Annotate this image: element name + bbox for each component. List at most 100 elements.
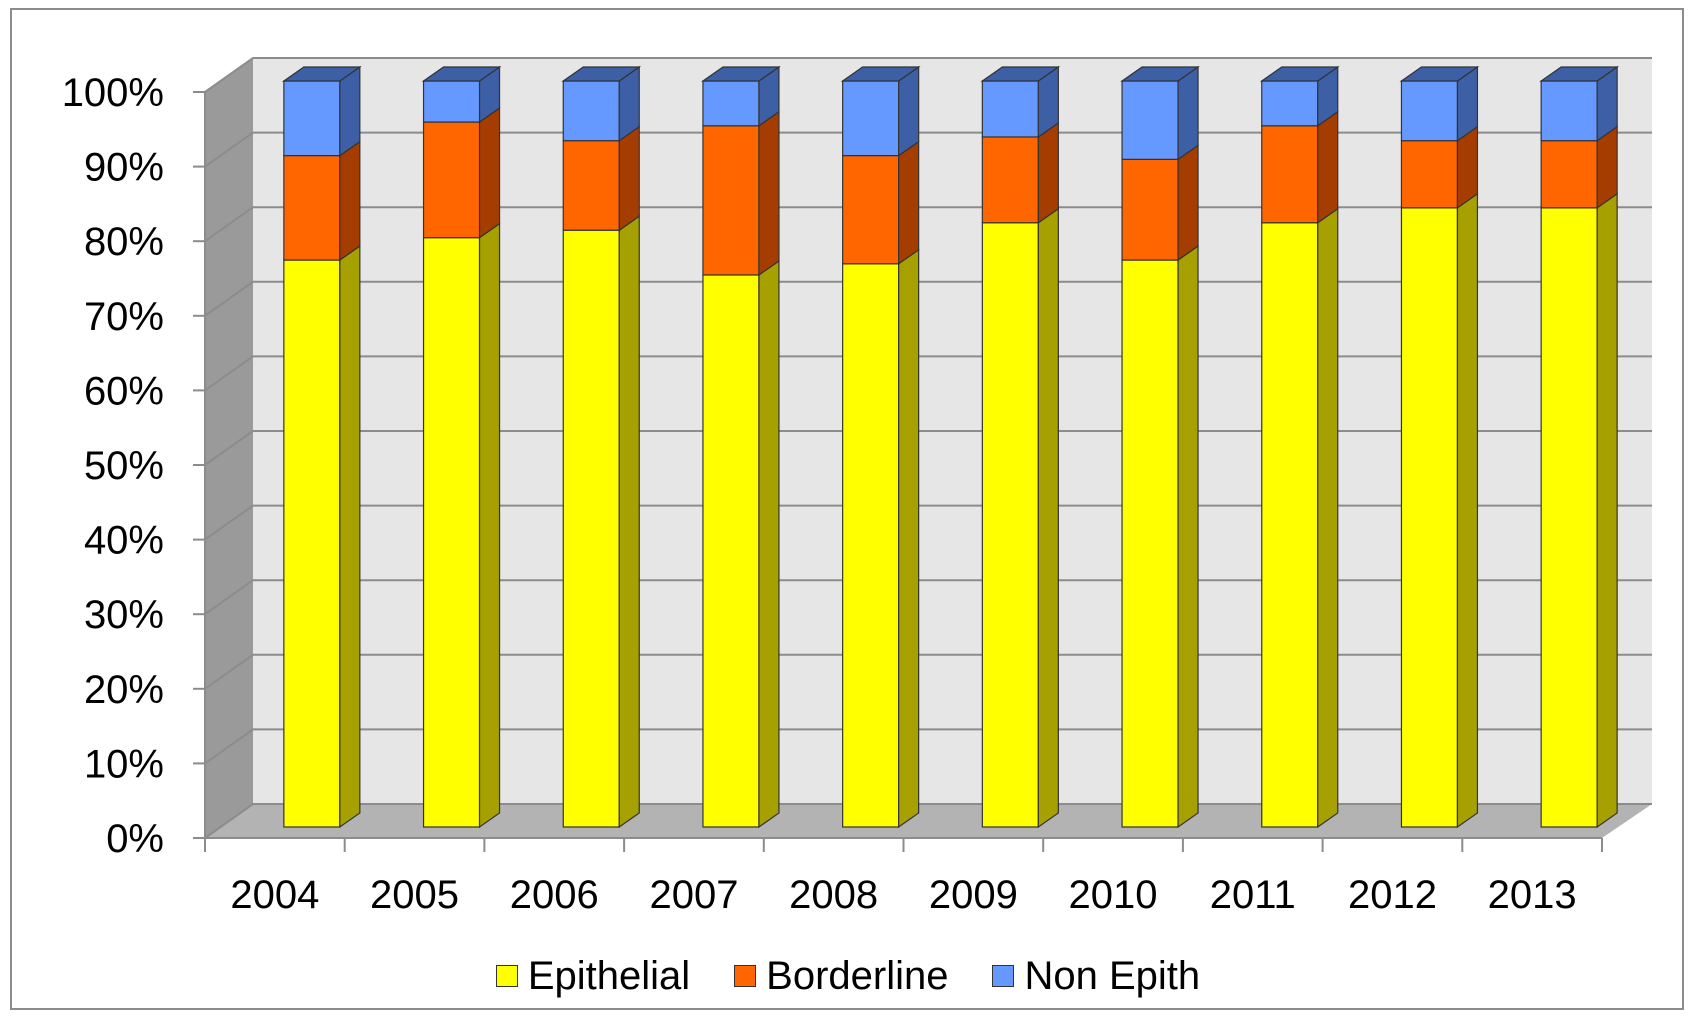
y-tick-label-20: 20% bbox=[84, 668, 164, 712]
bar-2008-epithelial-front bbox=[842, 263, 900, 828]
bar-2009-borderline-side bbox=[1037, 121, 1059, 224]
bar-2007-non-epith-front bbox=[702, 80, 760, 127]
bar-2008-non-epith-top bbox=[840, 66, 921, 82]
bar-2011-borderline-side bbox=[1317, 110, 1339, 224]
legend-swatch-epithelial bbox=[495, 965, 518, 987]
bar-2009-epithelial-front bbox=[981, 222, 1039, 828]
bar-stack-2013 bbox=[1539, 65, 1620, 829]
legend-label-epithelial: Epithelial bbox=[527, 953, 691, 998]
legend-label-borderline: Borderline bbox=[766, 953, 949, 998]
bar-2007-borderline-front bbox=[702, 125, 760, 276]
legend: Epithelial Borderline Non Epith bbox=[0, 946, 1696, 1006]
legend-item-borderline: Borderline bbox=[734, 954, 948, 999]
bar-2005-borderline-side bbox=[478, 106, 501, 239]
bar-2008-epithelial-side bbox=[898, 248, 920, 829]
x-tick-label-2008: 2008 bbox=[789, 873, 878, 917]
y-axis-tick-labels: 0% 10% 20% 30% 40% 50% 60% 70% 80% 90% 100% bbox=[62, 71, 164, 861]
bar-2010-borderline-side bbox=[1177, 144, 1199, 262]
bar-stack-2004 bbox=[281, 65, 362, 829]
bar-stack-2009 bbox=[980, 65, 1061, 829]
x-axis-tick-labels: 2004 2005 2006 2007 2008 2009 2010 2011 2012 2013 bbox=[230, 873, 1576, 917]
bar-2010-non-epith-side bbox=[1177, 65, 1199, 161]
bar-2011-non-epith-top bbox=[1259, 66, 1340, 82]
bar-2012-non-epith-front bbox=[1400, 80, 1459, 142]
bar-2012-borderline-front bbox=[1400, 140, 1459, 209]
bar-2011-epithelial-front bbox=[1261, 222, 1319, 828]
legend-label-non-epith: Non Epith bbox=[1024, 953, 1201, 998]
y-tick-label-70: 70% bbox=[84, 295, 164, 339]
bar-2010-non-epith-front bbox=[1121, 80, 1179, 160]
legend-swatch-borderline bbox=[734, 965, 757, 987]
bar-2013-non-epith-top bbox=[1539, 66, 1620, 82]
y-tick-label-100: 100% bbox=[62, 71, 164, 115]
bar-stack-2012 bbox=[1399, 65, 1480, 829]
bar-2013-non-epith-front bbox=[1540, 80, 1598, 142]
bar-2006-non-epith-top bbox=[561, 66, 642, 82]
bar-stack-2005 bbox=[421, 65, 502, 829]
bar-2007-epithelial-front bbox=[702, 274, 760, 828]
bar-2004-non-epith-top bbox=[281, 66, 362, 82]
x-tick-label-2007: 2007 bbox=[649, 873, 738, 917]
bar-2004-borderline-side bbox=[339, 140, 361, 262]
y-tick-label-10: 10% bbox=[84, 742, 164, 786]
x-tick-label-2009: 2009 bbox=[929, 873, 1018, 917]
bar-stack-2008 bbox=[840, 65, 921, 829]
bar-2013-borderline-front bbox=[1540, 140, 1598, 209]
bar-2004-borderline-front bbox=[283, 155, 341, 261]
bar-2006-epithelial-front bbox=[562, 229, 620, 828]
bar-2011-borderline-front bbox=[1261, 125, 1319, 224]
bar-2005-non-epith-front bbox=[422, 80, 481, 123]
bar-2007-epithelial-side bbox=[758, 259, 780, 829]
bar-2004-non-epith-side bbox=[339, 65, 361, 157]
x-tick-label-2005: 2005 bbox=[370, 873, 459, 917]
y-tick-label-50: 50% bbox=[84, 444, 164, 488]
bar-2009-non-epith-top bbox=[980, 66, 1061, 82]
bar-2008-non-epith-front bbox=[842, 80, 900, 157]
bar-stack-2011 bbox=[1259, 65, 1340, 829]
y-tick-label-60: 60% bbox=[84, 369, 164, 413]
bar-2009-borderline-front bbox=[981, 136, 1039, 224]
bar-2006-epithelial-side bbox=[618, 215, 640, 829]
bar-2010-non-epith-top bbox=[1120, 66, 1200, 82]
bar-2005-non-epith-top bbox=[421, 66, 502, 82]
bar-2006-non-epith-front bbox=[562, 80, 620, 142]
y-tick-label-90: 90% bbox=[84, 146, 164, 190]
bar-stack-2010 bbox=[1120, 65, 1200, 829]
bar-2006-borderline-side bbox=[618, 125, 640, 232]
bar-2010-borderline-front bbox=[1121, 158, 1179, 261]
bar-stack-2006 bbox=[561, 65, 642, 829]
bar-2008-borderline-front bbox=[842, 155, 900, 265]
bar-2009-non-epith-front bbox=[981, 80, 1039, 138]
bar-stack-2007 bbox=[701, 65, 781, 829]
bar-2011-non-epith-front bbox=[1261, 80, 1319, 127]
x-tick-label-2004: 2004 bbox=[230, 873, 319, 917]
legend-swatch-non-epith bbox=[992, 965, 1015, 987]
bar-2007-borderline-side bbox=[758, 110, 780, 277]
gridline-100 bbox=[204, 57, 1652, 93]
bar-2012-non-epith-top bbox=[1399, 66, 1480, 82]
bar-2004-epithelial-side bbox=[339, 244, 361, 829]
bar-2010-epithelial-front bbox=[1121, 259, 1179, 828]
bar-2009-epithelial-side bbox=[1037, 207, 1059, 829]
bars bbox=[281, 65, 1620, 829]
y-tick-label-40: 40% bbox=[84, 519, 164, 563]
x-tick-label-2006: 2006 bbox=[510, 873, 599, 917]
x-tick-label-2011: 2011 bbox=[1210, 873, 1296, 917]
x-tick-label-2013: 2013 bbox=[1488, 873, 1577, 917]
x-tick-label-2012: 2012 bbox=[1348, 873, 1437, 917]
x-tick-label-2010: 2010 bbox=[1069, 873, 1158, 917]
bar-2005-borderline-front bbox=[422, 121, 481, 239]
bar-2004-non-epith-front bbox=[283, 80, 341, 157]
legend-item-epithelial: Epithelial bbox=[495, 953, 691, 999]
bar-2012-epithelial-side bbox=[1456, 192, 1479, 829]
bar-2013-epithelial-side bbox=[1596, 192, 1618, 829]
y-tick-label-0: 0% bbox=[106, 817, 164, 861]
axes bbox=[193, 91, 1603, 852]
bar-2006-borderline-front bbox=[562, 140, 620, 231]
bar-2012-epithelial-front bbox=[1400, 207, 1459, 828]
bar-2005-epithelial-front bbox=[422, 237, 481, 828]
legend-item-non-epith: Non Epith bbox=[992, 954, 1200, 999]
bar-2013-epithelial-front bbox=[1540, 207, 1598, 828]
bar-2011-epithelial-side bbox=[1317, 207, 1339, 829]
